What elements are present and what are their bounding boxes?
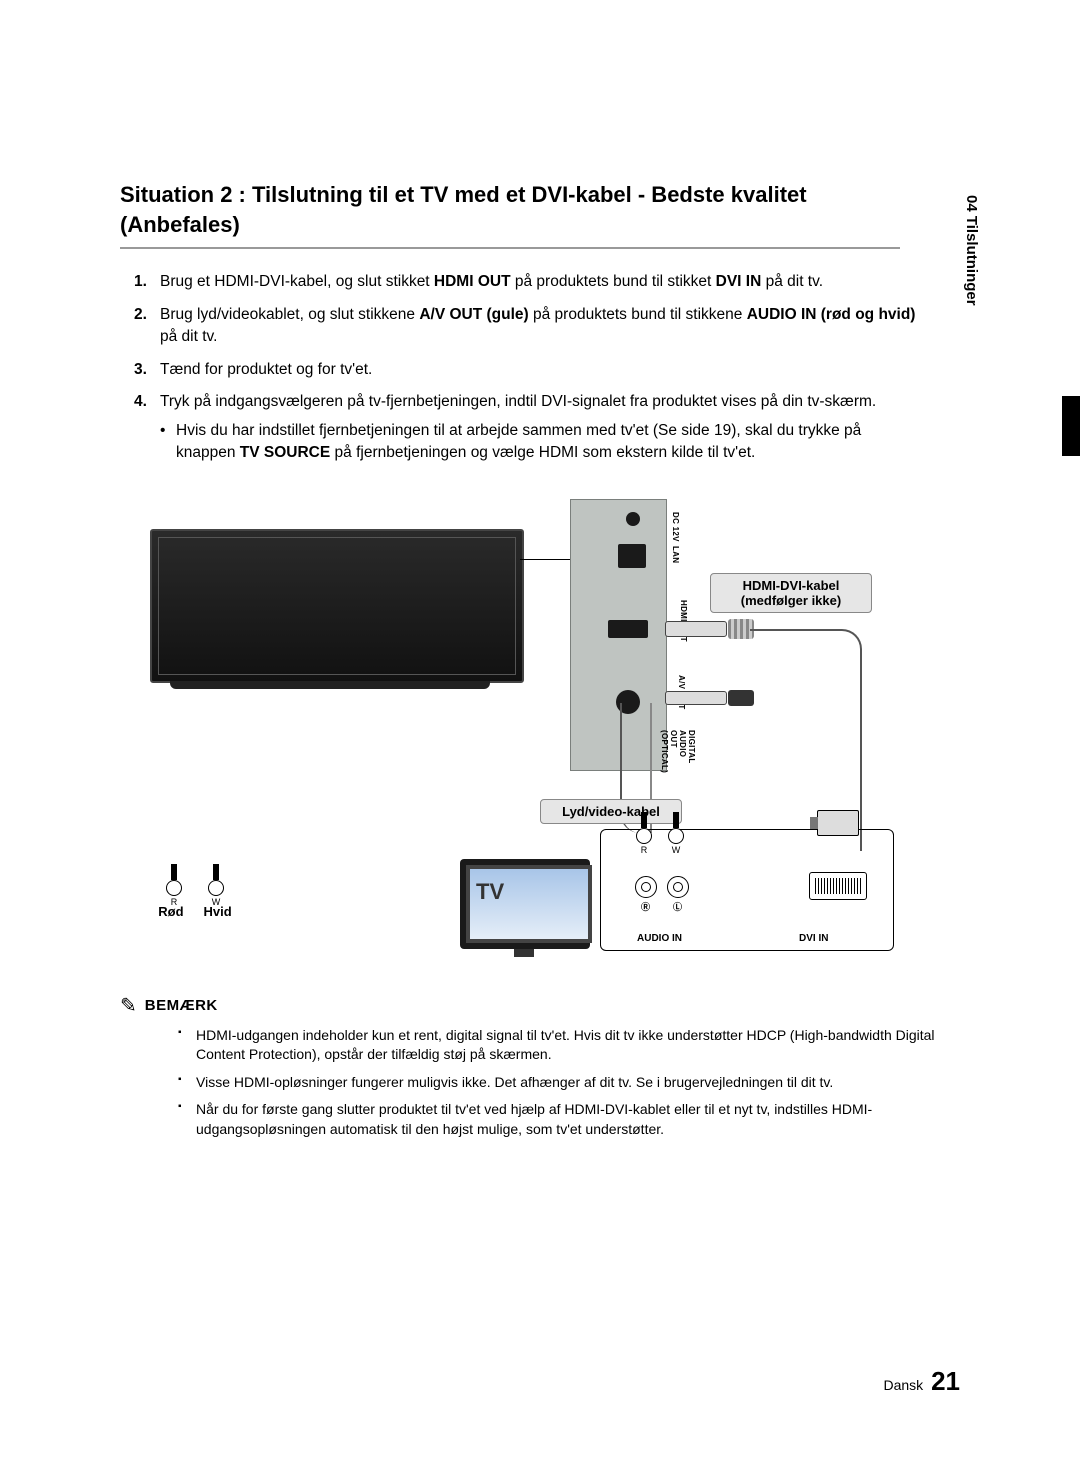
note-heading: ✎ BEMÆRK	[120, 993, 960, 1018]
hdmi-cable-icon	[665, 621, 727, 637]
rca-color-legend: R W RødHvid	[130, 864, 260, 919]
note-item: Visse HDMI-opløsninger fungerer muligvis…	[178, 1073, 958, 1093]
port-lan	[618, 544, 646, 568]
note-item: Når du for første gang slutter produktet…	[178, 1100, 958, 1139]
port-hdmi	[608, 620, 648, 638]
note-item: HDMI-udgangen indeholder kun et rent, di…	[178, 1026, 958, 1065]
dvi-connector-icon	[809, 872, 867, 900]
jack-label-l: Ⓛ	[673, 900, 682, 913]
page-footer: Dansk 21	[884, 1366, 961, 1397]
step-4-sub: Hvis du har indstillet fjernbetjeningen …	[160, 420, 924, 465]
step-2: 2.Brug lyd/videokablet, og slut stikkene…	[134, 304, 924, 349]
legend-plug-r: R	[165, 864, 183, 898]
tv-stand	[514, 949, 534, 957]
step-list: 1.Brug et HDMI-DVI-kabel, og slut stikke…	[134, 271, 924, 468]
note-word: BEMÆRK	[145, 997, 218, 1014]
audio-jack-r	[635, 876, 657, 898]
hdmi-cable-label: HDMI-DVI-kabel(medfølger ikke)	[710, 573, 872, 613]
tv-label: TV	[476, 879, 504, 905]
av-cable-icon	[665, 691, 727, 705]
port-dc	[626, 512, 640, 526]
rca-plug-r: R	[635, 812, 653, 846]
port-label-lan: LAN	[671, 546, 680, 563]
audio-jack-l	[667, 876, 689, 898]
device-feet	[170, 681, 490, 689]
section-tab: 04 Tilslutninger	[963, 195, 980, 306]
step-1: 1.Brug et HDMI-DVI-kabel, og slut stikke…	[134, 271, 924, 293]
callout-line	[520, 559, 570, 560]
rca-plug-w: W	[667, 812, 685, 846]
dvi-plug-icon	[817, 810, 859, 836]
step-4: 4.Tryk på indgangsvælgeren på tv-fjernbe…	[134, 391, 924, 468]
dvi-in-label: DVI IN	[799, 933, 828, 944]
footer-language: Dansk	[884, 1377, 924, 1393]
device-back-panel	[150, 529, 524, 683]
port-label-dc: DC 12V	[671, 512, 680, 542]
connection-diagram: DC 12V LAN HDMI OUT A/V OUT DIGITAL AUDI…	[120, 499, 940, 979]
jack-label-r: Ⓡ	[641, 900, 650, 913]
av-cable-label: Lyd/video-kabel	[540, 799, 682, 824]
audio-in-label: AUDIO IN	[637, 933, 682, 944]
legend-plug-w: W	[207, 864, 225, 898]
tv-ports-panel: R W Ⓡ Ⓛ AUDIO IN DVI IN	[600, 829, 894, 951]
note-icon: ✎	[120, 993, 137, 1018]
manual-page: 04 Tilslutninger Situation 2 : Tilslutni…	[0, 0, 1080, 1477]
page-number: 21	[931, 1366, 960, 1396]
page-title: Situation 2 : Tilslutning til et TV med …	[120, 180, 900, 249]
step-3: 3.Tænd for produktet og for tv'et.	[134, 359, 924, 381]
note-list: HDMI-udgangen indeholder kun et rent, di…	[178, 1026, 958, 1140]
thumb-tab	[1062, 396, 1080, 456]
